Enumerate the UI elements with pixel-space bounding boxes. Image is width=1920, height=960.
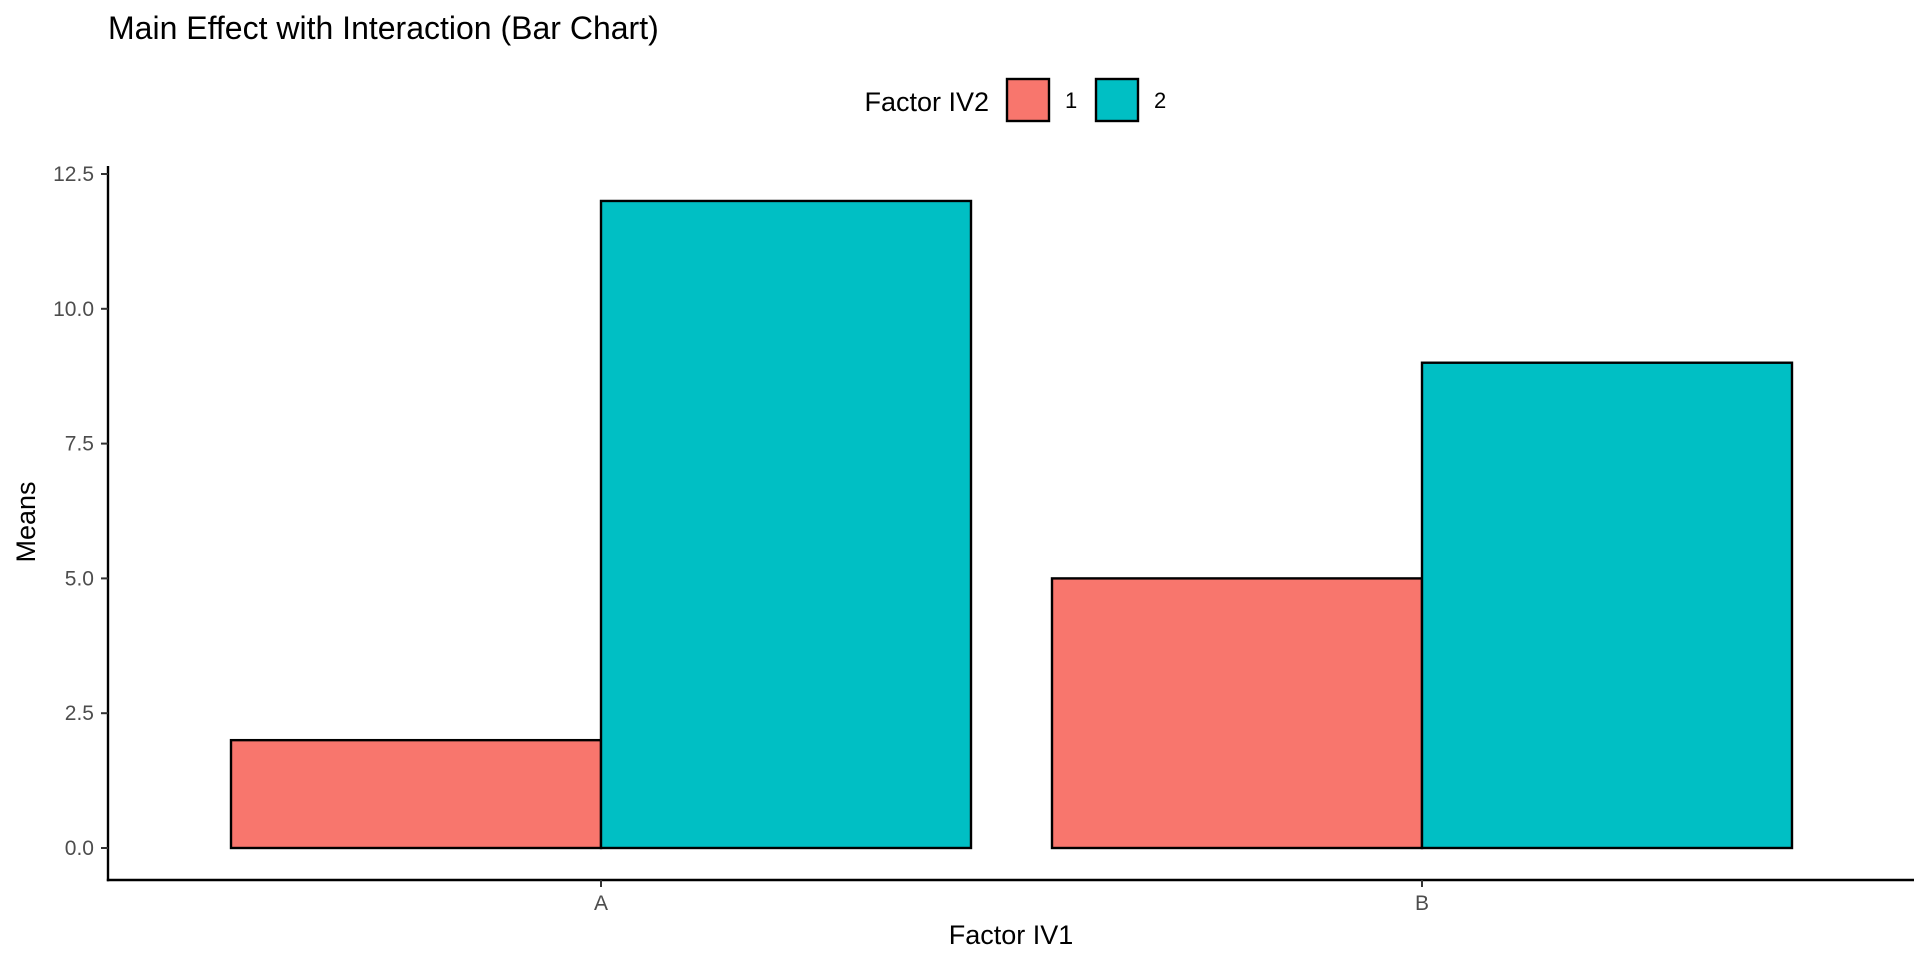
legend-label-series-2: 2: [1154, 88, 1166, 113]
bar-A-series-1: [229, 738, 603, 850]
legend-key-series-2: [1094, 77, 1140, 123]
bar-B-series-1: [1050, 577, 1424, 850]
y-tick-label: 0.0: [65, 837, 94, 860]
bars: [229, 199, 1794, 850]
bar-A-series-2: [599, 199, 973, 850]
chart-title: Main Effect with Interaction (Bar Chart): [108, 10, 659, 46]
y-tick-label: 5.0: [65, 567, 94, 590]
y-tick-label: 10.0: [53, 298, 94, 321]
y-tick-label: 2.5: [65, 702, 94, 725]
y-tick-label: 7.5: [65, 433, 94, 456]
y-axis-title: Means: [11, 481, 41, 562]
x-axis-title: Factor IV1: [949, 920, 1074, 950]
x-tick-label: A: [594, 892, 608, 915]
bar-B-series-2: [1420, 361, 1794, 850]
y-tick-label: 12.5: [53, 163, 94, 186]
legend-label-series-1: 1: [1065, 88, 1077, 113]
y-axis-ticks: 0.0 2.5 5.0 7.5 10.0 12.5: [53, 163, 108, 860]
x-tick-label: B: [1415, 892, 1429, 915]
legend-title: Factor IV2: [864, 87, 989, 117]
legend-key-series-1: [1005, 77, 1051, 123]
legend: Factor IV2 1 2: [864, 77, 1166, 123]
